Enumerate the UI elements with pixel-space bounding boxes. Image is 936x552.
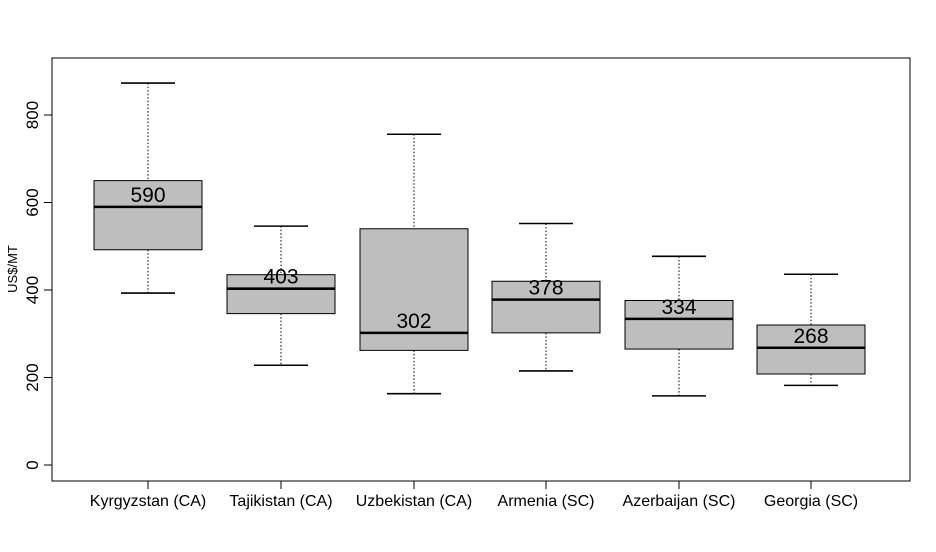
iqr-box	[491, 280, 601, 334]
median-value-label: 302	[396, 310, 431, 333]
median-value-label: 268	[793, 325, 828, 348]
iqr-box	[93, 180, 203, 251]
y-axis: 0 200 400 600 800	[23, 101, 53, 470]
median-value-label: 378	[528, 277, 563, 300]
x-category-label: Georgia (SC)	[764, 493, 858, 510]
plot-frame	[51, 57, 911, 482]
iqr-box	[226, 274, 336, 315]
y-tick-label: 800	[23, 101, 42, 129]
iqr-box	[756, 324, 866, 375]
box-2: 403	[226, 225, 336, 367]
iqr-box	[359, 228, 469, 351]
y-tick-label: 0	[23, 460, 42, 469]
box-1: 590	[93, 82, 203, 294]
x-category-label: Azerbaijan (SC)	[623, 493, 736, 510]
box-3: 302	[359, 133, 469, 395]
box-5: 334	[624, 255, 734, 397]
median-value-label: 590	[130, 184, 165, 207]
median-value-label: 403	[263, 266, 298, 289]
median-value-label: 334	[661, 296, 696, 319]
x-category-label: Uzbekistan (CA)	[356, 493, 472, 510]
x-category-label: Armenia (SC)	[498, 493, 595, 510]
x-category-label: Kyrgyzstan (CA)	[90, 493, 206, 510]
box-6: 268	[756, 273, 866, 387]
iqr-box	[624, 300, 734, 350]
boxes-group: 590 403 302 378 334 268	[93, 82, 866, 397]
x-axis: Kyrgyzstan (CA) Tajikistan (CA) Uzbekistan…	[90, 480, 858, 510]
y-axis-label: US$/MT	[5, 245, 20, 293]
y-tick-label: 200	[23, 363, 42, 391]
y-tick-label: 400	[23, 276, 42, 304]
box-4: 378	[491, 222, 601, 372]
y-tick-label: 600	[23, 188, 42, 216]
x-category-label: Tajikistan (CA)	[229, 493, 332, 510]
